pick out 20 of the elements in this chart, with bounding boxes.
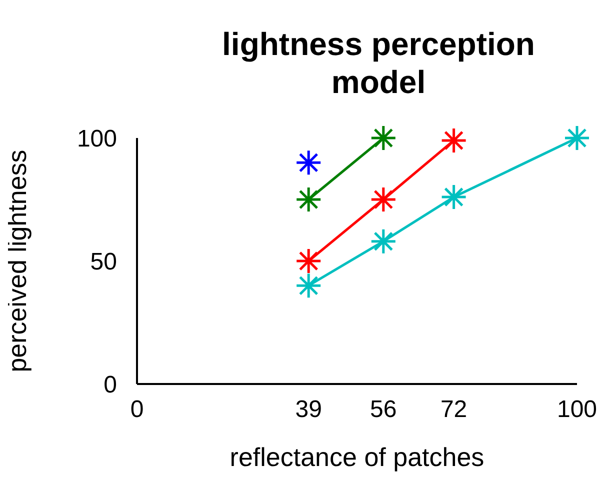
x-tick-label: 39 xyxy=(295,396,322,424)
y-tick-label: 50 xyxy=(90,248,117,276)
point xyxy=(440,184,468,210)
point xyxy=(564,124,590,152)
point xyxy=(370,124,397,152)
point xyxy=(370,186,397,213)
x-tick-label: 72 xyxy=(440,396,468,424)
x-axis-title: reflectance of patches xyxy=(230,442,484,472)
point xyxy=(370,228,397,255)
point xyxy=(440,127,468,154)
point xyxy=(295,149,322,176)
x-tick-label: 0 xyxy=(130,396,144,424)
x-tick-label: 56 xyxy=(370,396,397,424)
y-tick-label: 100 xyxy=(76,126,117,153)
x-tick-label: 100 xyxy=(556,396,598,424)
point xyxy=(295,248,322,274)
chart-title: lightness perception model xyxy=(221,25,536,101)
point xyxy=(295,272,322,299)
point xyxy=(295,186,322,213)
y-tick-label: 0 xyxy=(104,372,117,399)
